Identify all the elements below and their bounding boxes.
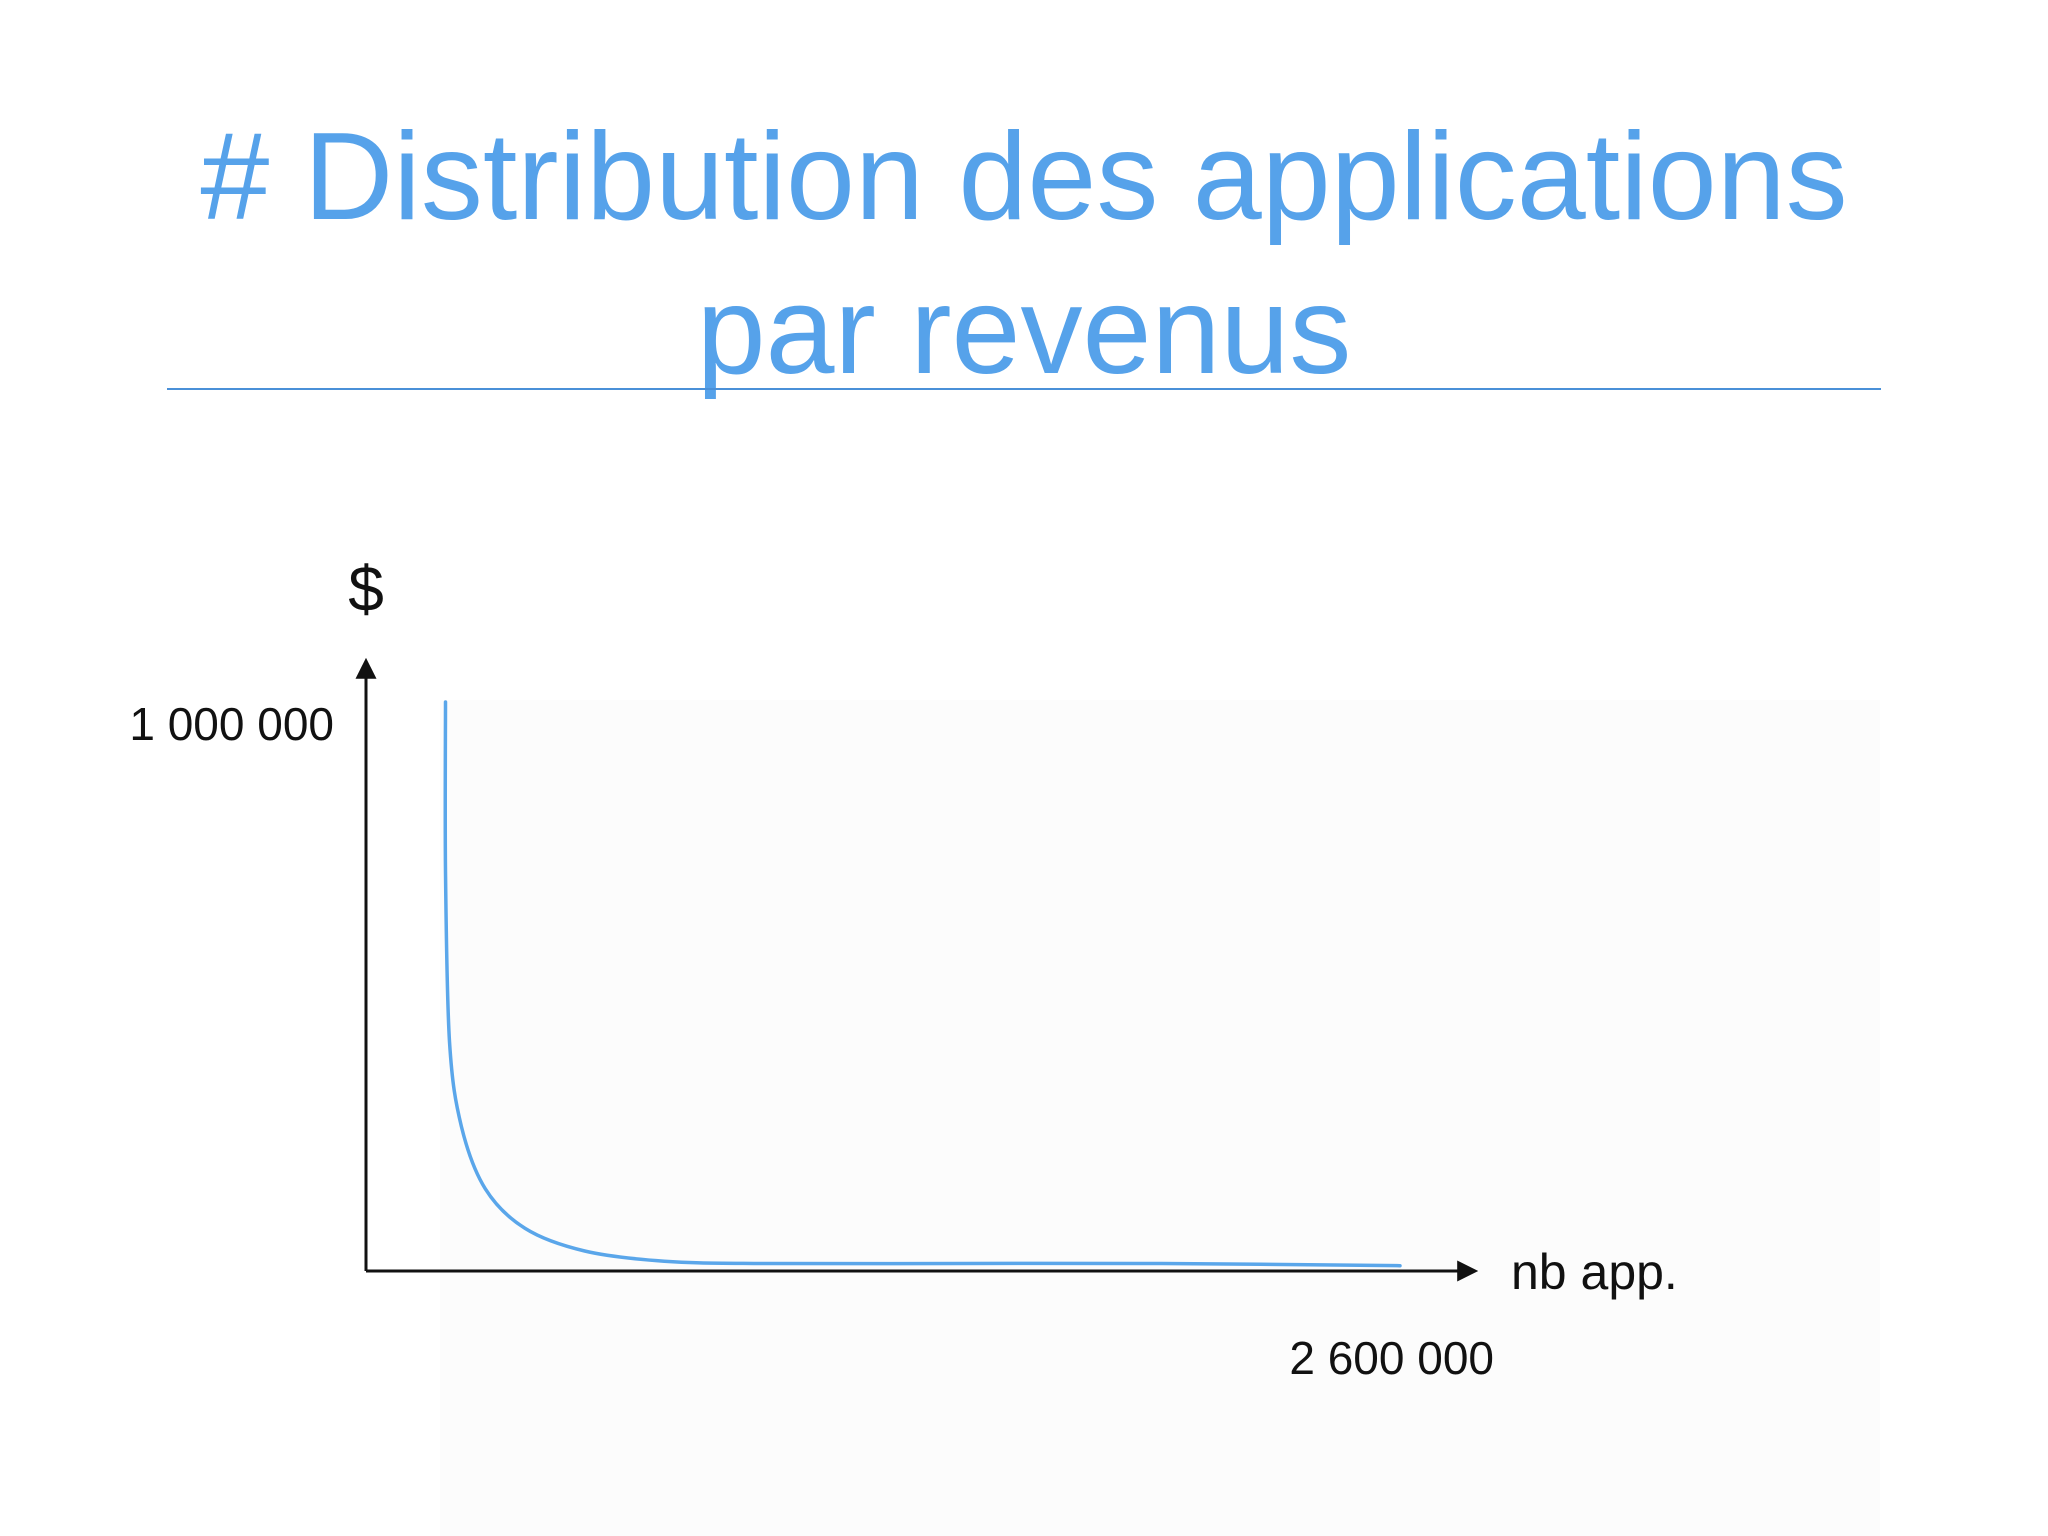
x-tick-label: 2 600 000	[1289, 1332, 1494, 1384]
slide-title-line-2: par revenus	[696, 262, 1352, 400]
revenue-curve	[443, 700, 1402, 1268]
x-axis-label: nb app.	[1511, 1244, 1678, 1300]
slide-title-line-1: # Distribution des applications	[200, 108, 1848, 246]
y-axis-label: $	[348, 553, 384, 625]
title-underline	[167, 388, 1881, 390]
y-tick-label: 1 000 000	[129, 698, 334, 750]
slide-title: # Distribution des applications par reve…	[0, 100, 2048, 408]
plot-background	[440, 700, 1880, 1536]
